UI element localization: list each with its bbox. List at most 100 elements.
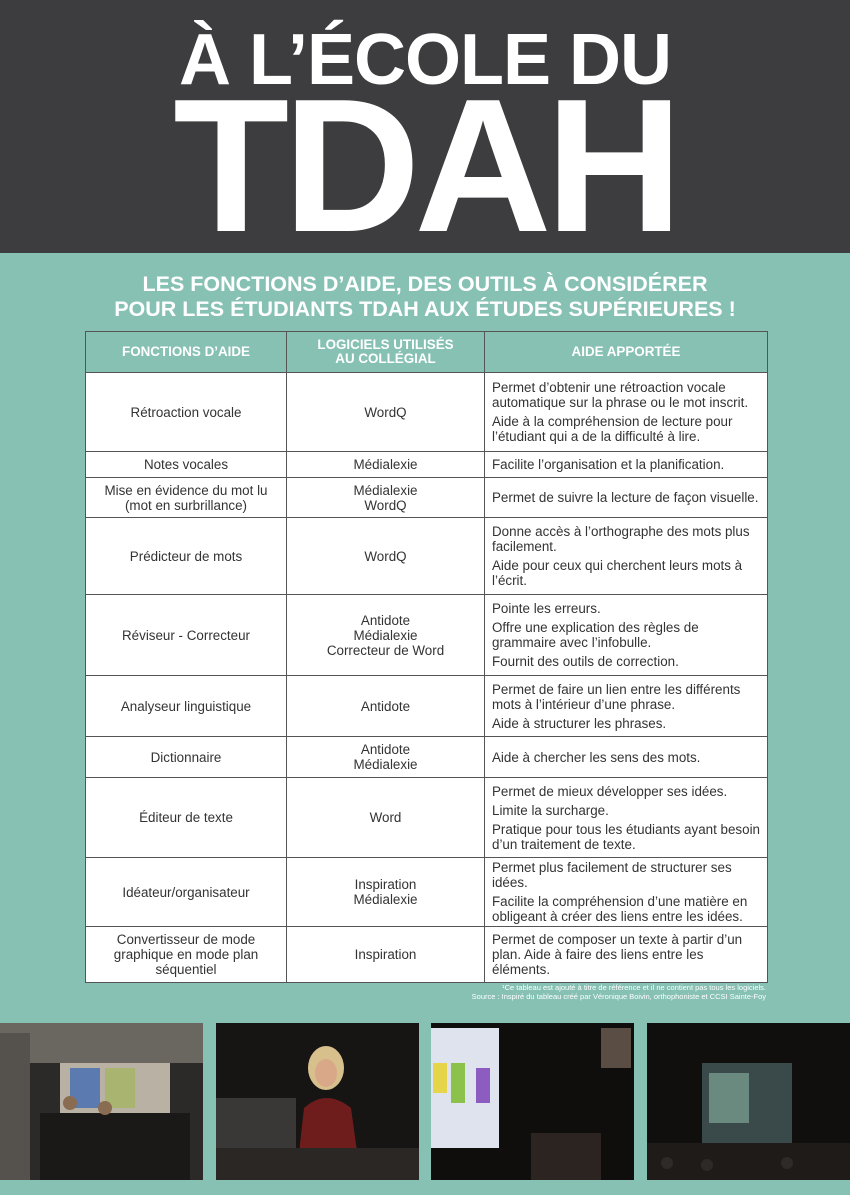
table-row: Mise en évidence du mot lu (mot en surbri… (85, 477, 768, 518)
column-header: FONCTIONS D’AIDE (85, 331, 287, 373)
help-cell: Permet de suivre la lecture de façon vis… (484, 477, 768, 518)
function-line: Prédicteur de mots (129, 548, 243, 564)
function-line: Convertisseur de mode (116, 932, 256, 947)
function-cell: Éditeur de texte (85, 777, 287, 858)
help-text: Facilite la compréhension d’une matière … (492, 894, 748, 924)
photo (0, 1023, 203, 1180)
help-text: Aide pour ceux qui cherchent leurs mots … (492, 558, 743, 588)
help-text: Donne accès à l’orthographe des mots plu… (492, 524, 750, 554)
function-cell: Prédicteur de mots (85, 517, 287, 595)
help-text: Aide à chercher les sens des mots. (492, 749, 701, 765)
table-row: Dictionnaire Antidote Médialexie Aide à che… (85, 736, 768, 778)
table-row: Prédicteur de mots WordQ Donne accès à l’o… (85, 517, 768, 595)
function-line: (mot en surbrillance) (124, 497, 248, 513)
software-name: Médialexie (353, 892, 418, 907)
help-cell: Facilite l’organisation et la planificat… (484, 451, 768, 478)
header-line: AIDE APPORTÉE (571, 344, 681, 359)
photo (216, 1023, 419, 1180)
photo (647, 1023, 850, 1180)
aid-table: FONCTIONS D’AIDE LOGICIELS UTILISÉS AU COL… (85, 331, 768, 983)
software-name: Antidote (360, 612, 411, 628)
function-line: Idéateur/organisateur (122, 884, 250, 900)
software-name: Médialexie (353, 482, 418, 498)
function-line: graphique en mode plan (113, 947, 259, 962)
function-cell: Convertisseur de mode graphique en mode p… (85, 926, 287, 983)
function-line: Analyseur linguistique (120, 698, 252, 714)
software-name: Inspiration (354, 947, 417, 962)
help-text: Aide à structurer les phrases. (492, 715, 667, 731)
function-line: Réviseur - Correcteur (122, 627, 250, 643)
function-line: séquentiel (155, 962, 217, 977)
table-row: Convertisseur de mode graphique en mode p… (85, 926, 768, 983)
help-text: Permet de suivre la lecture de façon vis… (492, 490, 759, 505)
help-text: Aide à la compréhension de lecture pour … (492, 414, 733, 444)
help-text: Offre une explication des règles de gram… (492, 620, 699, 650)
footnote-line: ¹Ce tableau est ajouté à titre de référe… (502, 983, 766, 992)
function-line: Dictionnaire (150, 749, 222, 765)
software-name: Word (369, 810, 402, 825)
software-name: Antidote (360, 698, 411, 714)
header-line: LOGICIELS UTILISÉS (317, 337, 454, 352)
subtitle-line: LES FONCTIONS D’AIDE, DES OUTILS À CONSI… (142, 272, 708, 296)
help-text: Limite la surcharge. (492, 802, 609, 818)
footnote-line: Source : Inspiré du tableau créé par Vér… (471, 992, 766, 1001)
table-row: Rétroaction vocale WordQ Permet d’obtenir … (85, 372, 768, 452)
software-name: WordQ (364, 497, 407, 513)
software-cell: Inspiration Médialexie (286, 857, 485, 927)
function-cell: Mise en évidence du mot lu (mot en surbri… (85, 477, 287, 518)
help-cell: Donne accès à l’orthographe des mots plu… (484, 517, 768, 595)
table-body: Rétroaction vocale WordQ Permet d’obtenir … (85, 372, 768, 983)
header: À L’ÉCOLE DU TDAH (0, 0, 850, 272)
help-cell: Pointe les erreurs. Offre une explication… (484, 594, 768, 676)
column-header: LOGICIELS UTILISÉS AU COLLÉGIAL (286, 331, 485, 373)
software-cell: Antidote Médialexie Correcteur de Word (286, 594, 485, 676)
help-text: Permet de composer un texte à partir d’u… (492, 932, 743, 977)
table-row: Analyseur linguistique Antidote Permet de … (85, 675, 768, 737)
function-cell: Notes vocales (85, 451, 287, 478)
header-row: FONCTIONS D’AIDE LOGICIELS UTILISÉS AU COL… (85, 331, 768, 373)
photo (431, 1023, 634, 1180)
help-cell: Permet d’obtenir une rétroaction vocale … (484, 372, 768, 452)
function-cell: Idéateur/organisateur (85, 857, 287, 927)
header-line: FONCTIONS D’AIDE (122, 344, 250, 359)
software-name: Médialexie (353, 457, 418, 472)
help-text: Pointe les erreurs. (492, 601, 601, 616)
help-text: Permet de mieux développer ses idées. (492, 783, 728, 799)
help-cell: Permet de mieux développer ses idées. Lim… (484, 777, 768, 858)
software-name: Médialexie (353, 627, 418, 643)
help-text: Fournit des outils de correction. (492, 654, 679, 669)
software-name: WordQ (364, 404, 407, 420)
software-name: WordQ (364, 548, 407, 564)
software-cell: Inspiration (286, 926, 485, 983)
function-cell: Analyseur linguistique (85, 675, 287, 737)
title-main: TDAH (173, 60, 683, 272)
help-text: Permet d’obtenir une rétroaction vocale … (492, 380, 749, 410)
header-line: AU COLLÉGIAL (335, 351, 436, 366)
help-cell: Permet plus facilement de structurer ses… (484, 857, 768, 927)
software-cell: Antidote Médialexie (286, 736, 485, 778)
help-cell: Permet de composer un texte à partir d’u… (484, 926, 768, 983)
software-cell: WordQ (286, 372, 485, 452)
column-header: AIDE APPORTÉE (484, 331, 768, 373)
help-cell: Permet de faire un lien entre les différ… (484, 675, 768, 737)
software-cell: Médialexie (286, 451, 485, 478)
table-row: Réviseur - Correcteur Antidote Médialexie C… (85, 594, 768, 676)
help-text: Permet plus facilement de structurer ses… (492, 860, 732, 890)
function-line: Mise en évidence du mot lu (104, 482, 268, 498)
software-name: Inspiration (354, 877, 417, 892)
software-cell: Médialexie WordQ (286, 477, 485, 518)
software-cell: WordQ (286, 517, 485, 595)
software-cell: Antidote (286, 675, 485, 737)
software-cell: Word (286, 777, 485, 858)
help-cell: Aide à chercher les sens des mots. (484, 736, 768, 778)
table-row: Éditeur de texte Word Permet de mieux déve… (85, 777, 768, 858)
help-text: Permet de faire un lien entre les différ… (492, 681, 741, 712)
software-name: Correcteur de Word (326, 642, 445, 658)
subtitle: LES FONCTIONS D’AIDE, DES OUTILS À CONSI… (0, 272, 850, 322)
table-row: Notes vocales Médialexie Facilite l’organi… (85, 451, 768, 478)
software-name: Antidote (360, 742, 411, 757)
footnote: ¹Ce tableau est ajouté à titre de référe… (472, 983, 766, 1001)
function-line: Notes vocales (143, 457, 229, 472)
function-line: Éditeur de texte (139, 810, 233, 825)
